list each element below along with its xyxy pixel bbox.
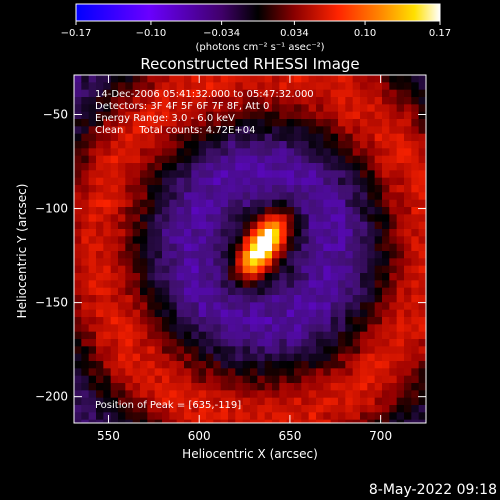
heatmap-image bbox=[74, 75, 426, 423]
colorbar-units-label: (photons cm⁻² s⁻¹ asec⁻²) bbox=[195, 42, 324, 53]
info-line-time-range: 14-Dec-2006 05:41:32.000 to 05:47:32.000 bbox=[95, 89, 314, 100]
plot-area: 550 600 650 700 −50 −100 −150 −200 bbox=[35, 74, 427, 443]
info-block: 14-Dec-2006 05:41:32.000 to 05:47:32.000… bbox=[95, 89, 314, 136]
peak-position-label: Position of Peak = [635,-119] bbox=[95, 400, 241, 411]
x-tick-label: 700 bbox=[369, 429, 392, 443]
chart-title: Reconstructed RHESSI Image bbox=[140, 55, 359, 73]
y-tick-label: −150 bbox=[35, 296, 68, 310]
colorbar-ticks: −0.17 −0.10 −0.034 0.034 0.10 0.17 bbox=[61, 21, 451, 39]
colorbar-tick-label: 0.034 bbox=[280, 28, 309, 39]
y-axis-label: Heliocentric Y (arcsec) bbox=[15, 184, 29, 319]
y-tick-label: −50 bbox=[43, 108, 68, 122]
x-tick-label: 600 bbox=[188, 429, 211, 443]
y-tick-label: −100 bbox=[35, 202, 68, 216]
colorbar-gradient bbox=[75, 3, 441, 22]
footer-timestamp: 8-May-2022 09:18 bbox=[369, 482, 497, 498]
colorbar-tick-label: 0.17 bbox=[429, 28, 451, 39]
axis-ticks: 550 600 650 700 −50 −100 −150 −200 bbox=[35, 75, 426, 443]
colorbar-tick-label: 0.10 bbox=[354, 28, 376, 39]
plot-frame bbox=[73, 74, 427, 424]
colorbar-tick-label: −0.17 bbox=[61, 28, 92, 39]
y-tick-label: −200 bbox=[35, 390, 68, 404]
colorbar-tick-label: −0.10 bbox=[136, 28, 167, 39]
info-line-detectors: Detectors: 3F 4F 5F 6F 7F 8F, Att 0 bbox=[95, 101, 269, 112]
x-tick-label: 550 bbox=[97, 429, 120, 443]
info-line-energy-range: Energy Range: 3.0 - 6.0 keV bbox=[95, 113, 235, 124]
x-axis-label: Heliocentric X (arcsec) bbox=[182, 447, 318, 461]
colorbar-tick-label: −0.034 bbox=[203, 28, 240, 39]
x-tick-label: 650 bbox=[278, 429, 301, 443]
colorbar: −0.17 −0.10 −0.034 0.034 0.10 0.17 (photons c… bbox=[61, 3, 451, 53]
info-line-counts: Clean Total counts: 4.72E+04 bbox=[95, 125, 255, 136]
